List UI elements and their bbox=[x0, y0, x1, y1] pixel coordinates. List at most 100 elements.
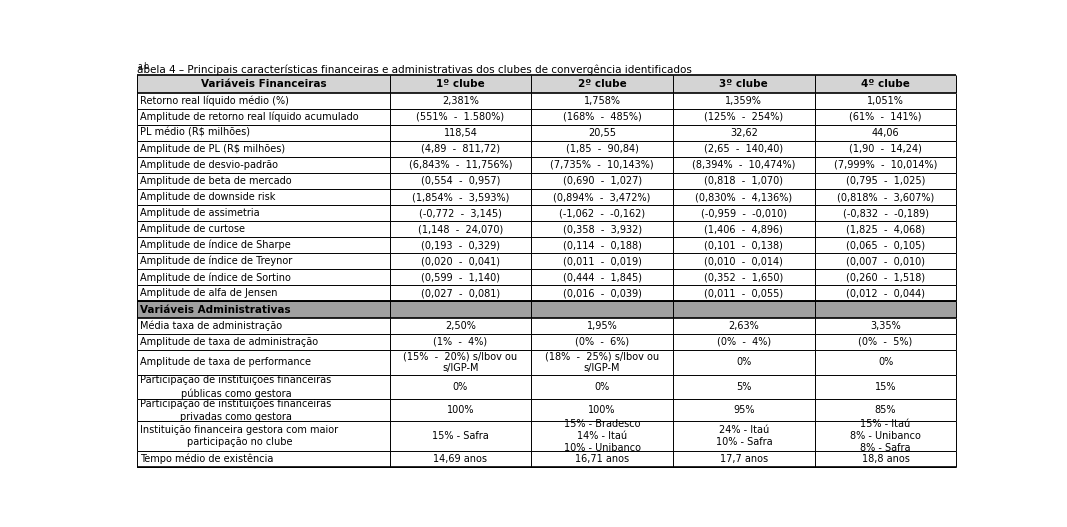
Text: 1,758%: 1,758% bbox=[584, 96, 621, 106]
Text: 100%: 100% bbox=[588, 405, 616, 415]
Text: Tempo médio de existência: Tempo médio de existência bbox=[141, 453, 274, 464]
Text: 15% - Itaú
8% - Unibanco
8% - Safra: 15% - Itaú 8% - Unibanco 8% - Safra bbox=[850, 418, 921, 453]
Text: (0,065  -  0,105): (0,065 - 0,105) bbox=[846, 240, 925, 250]
Text: 20,55: 20,55 bbox=[588, 128, 616, 138]
Text: Amplitude de alfa de Jensen: Amplitude de alfa de Jensen bbox=[141, 288, 277, 298]
Text: (0,007  -  0,010): (0,007 - 0,010) bbox=[846, 256, 925, 266]
Text: Amplitude de PL (R$ milhões): Amplitude de PL (R$ milhões) bbox=[141, 144, 286, 154]
Text: Amplitude de retorno real líquido acumulado: Amplitude de retorno real líquido acumul… bbox=[141, 112, 359, 122]
Text: (0,027  -  0,081): (0,027 - 0,081) bbox=[420, 288, 500, 298]
Text: 15% - Safra: 15% - Safra bbox=[432, 431, 489, 441]
Text: Variáveis Financeiras: Variáveis Financeiras bbox=[201, 79, 327, 89]
Text: (0,010  -  0,014): (0,010 - 0,014) bbox=[704, 256, 783, 266]
Text: (-0,959  -  -0,010): (-0,959 - -0,010) bbox=[701, 208, 786, 218]
Text: (0%  -  6%): (0% - 6%) bbox=[575, 337, 630, 347]
Text: (168%  -  485%): (168% - 485%) bbox=[562, 112, 641, 122]
Text: (0,554  -  0,957): (0,554 - 0,957) bbox=[420, 176, 500, 186]
Text: a,b: a,b bbox=[138, 62, 149, 71]
Text: 2,63%: 2,63% bbox=[729, 321, 760, 331]
Text: 44,06: 44,06 bbox=[872, 128, 899, 138]
Text: Amplitude de curtose: Amplitude de curtose bbox=[141, 224, 245, 234]
Text: 5%: 5% bbox=[736, 382, 751, 392]
Text: (-0,832  -  -0,189): (-0,832 - -0,189) bbox=[843, 208, 928, 218]
Text: (0,016  -  0,039): (0,016 - 0,039) bbox=[562, 288, 641, 298]
Text: (0,193  -  0,329): (0,193 - 0,329) bbox=[420, 240, 500, 250]
Text: (1,825  -  4,068): (1,825 - 4,068) bbox=[846, 224, 925, 234]
Text: (0,690  -  1,027): (0,690 - 1,027) bbox=[562, 176, 641, 186]
Text: Amplitude de downside risk: Amplitude de downside risk bbox=[141, 192, 275, 202]
Text: (1,90  -  14,24): (1,90 - 14,24) bbox=[849, 144, 922, 154]
Text: Amplitude de índice de Treynor: Amplitude de índice de Treynor bbox=[141, 256, 292, 267]
Text: (1%  -  4%): (1% - 4%) bbox=[433, 337, 488, 347]
Text: 0%: 0% bbox=[878, 357, 893, 367]
Text: Retorno real líquido médio (%): Retorno real líquido médio (%) bbox=[141, 95, 289, 106]
Text: 0%: 0% bbox=[594, 382, 609, 392]
Text: (2,65  -  140,40): (2,65 - 140,40) bbox=[704, 144, 783, 154]
Text: (0,011  -  0,019): (0,011 - 0,019) bbox=[562, 256, 641, 266]
Text: Participação de instituições financeiras
públicas como gestora: Participação de instituições financeiras… bbox=[141, 375, 332, 398]
Text: 4º clube: 4º clube bbox=[861, 79, 910, 89]
Text: 0%: 0% bbox=[736, 357, 751, 367]
Text: (0,012  -  0,044): (0,012 - 0,044) bbox=[846, 288, 925, 298]
Text: 3º clube: 3º clube bbox=[719, 79, 768, 89]
Text: (0,011  -  0,055): (0,011 - 0,055) bbox=[704, 288, 783, 298]
Text: (7,735%  -  10,143%): (7,735% - 10,143%) bbox=[551, 160, 654, 170]
Text: 18,8 anos: 18,8 anos bbox=[862, 454, 909, 464]
Text: 85%: 85% bbox=[875, 405, 896, 415]
Text: 118,54: 118,54 bbox=[444, 128, 477, 138]
Text: (1,406  -  4,896): (1,406 - 4,896) bbox=[704, 224, 783, 234]
Text: 2º clube: 2º clube bbox=[577, 79, 626, 89]
Text: 0%: 0% bbox=[452, 382, 468, 392]
Text: Amplitude de taxa de performance: Amplitude de taxa de performance bbox=[141, 357, 312, 367]
Text: (0,352  -  1,650): (0,352 - 1,650) bbox=[704, 272, 783, 282]
Text: 32,62: 32,62 bbox=[730, 128, 758, 138]
Text: Amplitude de índice de Sortino: Amplitude de índice de Sortino bbox=[141, 272, 291, 282]
Bar bbox=[138, 301, 956, 318]
Text: (551%  -  1.580%): (551% - 1.580%) bbox=[416, 112, 505, 122]
Text: 1,95%: 1,95% bbox=[587, 321, 618, 331]
Text: Média taxa de administração: Média taxa de administração bbox=[141, 320, 283, 331]
Text: (0,830%  -  4,136%): (0,830% - 4,136%) bbox=[696, 192, 793, 202]
Text: (0,358  -  3,932): (0,358 - 3,932) bbox=[562, 224, 641, 234]
Text: (0%  -  4%): (0% - 4%) bbox=[717, 337, 771, 347]
Text: (0,894%  -  3,472%): (0,894% - 3,472%) bbox=[554, 192, 651, 202]
Text: (0,818%  -  3,607%): (0,818% - 3,607%) bbox=[837, 192, 935, 202]
Text: 15%: 15% bbox=[875, 382, 896, 392]
Text: 24% - Itaú
10% - Safra: 24% - Itaú 10% - Safra bbox=[716, 425, 773, 447]
Text: (15%  -  20%) s/Ibov ou
s/IGP-M: (15% - 20%) s/Ibov ou s/IGP-M bbox=[403, 351, 517, 374]
Text: Amplitude de assimetria: Amplitude de assimetria bbox=[141, 208, 260, 218]
Text: 100%: 100% bbox=[447, 405, 474, 415]
Text: 95%: 95% bbox=[733, 405, 754, 415]
Text: 3,35%: 3,35% bbox=[871, 321, 901, 331]
Text: (-0,772  -  3,145): (-0,772 - 3,145) bbox=[419, 208, 501, 218]
Text: 2,381%: 2,381% bbox=[442, 96, 479, 106]
Text: (0%  -  5%): (0% - 5%) bbox=[859, 337, 912, 347]
Text: (-1,062  -  -0,162): (-1,062 - -0,162) bbox=[559, 208, 646, 218]
Text: (4,89  -  811,72): (4,89 - 811,72) bbox=[420, 144, 500, 154]
Text: Amplitude de desvio-padrão: Amplitude de desvio-padrão bbox=[141, 160, 278, 170]
Text: (0,260  -  1,518): (0,260 - 1,518) bbox=[846, 272, 925, 282]
Text: (0,818  -  1,070): (0,818 - 1,070) bbox=[704, 176, 783, 186]
Text: (0,020  -  0,041): (0,020 - 0,041) bbox=[420, 256, 500, 266]
Text: 1,359%: 1,359% bbox=[726, 96, 762, 106]
Text: (0,101  -  0,138): (0,101 - 0,138) bbox=[704, 240, 783, 250]
Text: (7,999%  -  10,014%): (7,999% - 10,014%) bbox=[834, 160, 937, 170]
Text: 14,69 anos: 14,69 anos bbox=[433, 454, 488, 464]
Text: (18%  -  25%) s/Ibov ou
s/IGP-M: (18% - 25%) s/Ibov ou s/IGP-M bbox=[545, 351, 659, 374]
Text: (6,843%  -  11,756%): (6,843% - 11,756%) bbox=[409, 160, 512, 170]
Text: 15% - Bradesco
14% - Itaú
10% - Unibanco: 15% - Bradesco 14% - Itaú 10% - Unibanco bbox=[563, 418, 640, 453]
Text: (1,148  -  24,070): (1,148 - 24,070) bbox=[418, 224, 503, 234]
Text: PL médio (R$ milhões): PL médio (R$ milhões) bbox=[141, 128, 251, 138]
Text: 2,50%: 2,50% bbox=[445, 321, 476, 331]
Text: Variáveis Administrativas: Variáveis Administrativas bbox=[141, 305, 291, 315]
Text: (0,444  -  1,845): (0,444 - 1,845) bbox=[562, 272, 641, 282]
Text: 1º clube: 1º clube bbox=[436, 79, 484, 89]
Text: Amplitude de beta de mercado: Amplitude de beta de mercado bbox=[141, 176, 292, 186]
Text: Instituição financeira gestora com maior
participação no clube: Instituição financeira gestora com maior… bbox=[141, 425, 338, 447]
Text: (61%  -  141%): (61% - 141%) bbox=[849, 112, 922, 122]
Text: (1,854%  -  3,593%): (1,854% - 3,593%) bbox=[412, 192, 509, 202]
Text: (0,599  -  1,140): (0,599 - 1,140) bbox=[420, 272, 500, 282]
Text: abela 4 – Principais características financeiras e administrativas dos clubes de: abela 4 – Principais características fin… bbox=[138, 64, 692, 75]
Bar bbox=[138, 75, 956, 93]
Text: (8,394%  -  10,474%): (8,394% - 10,474%) bbox=[692, 160, 796, 170]
